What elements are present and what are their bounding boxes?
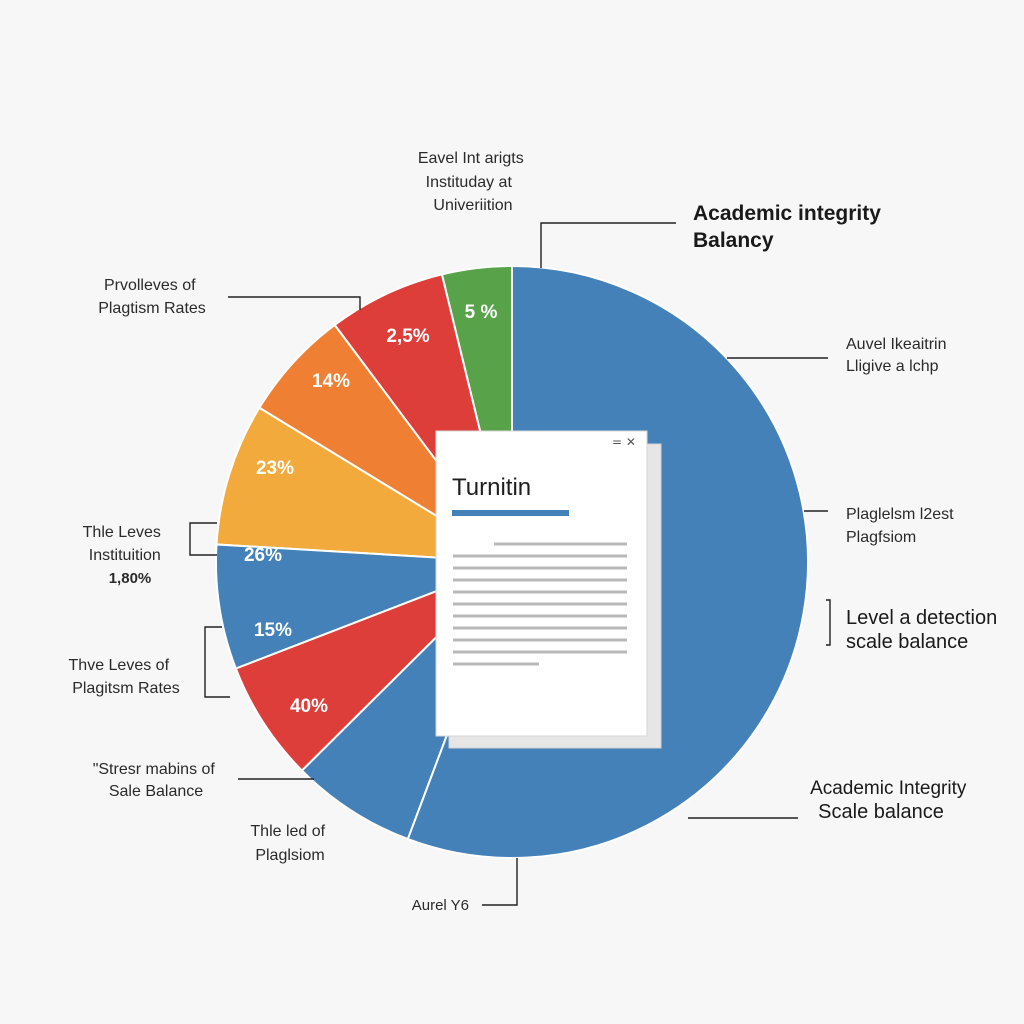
annotation-left-2: Thle Leves Instituition 1,80% xyxy=(83,524,166,587)
annotation-right-4: Academic Integrity Scale balance xyxy=(810,777,972,823)
slice-label: 23% xyxy=(256,458,294,479)
leader-line-left-2 xyxy=(189,522,217,556)
turnitin-document: = ✕ Turnitin xyxy=(435,430,662,749)
document-text-lines xyxy=(453,542,627,666)
annotation-left-4: "Stresr mabins of Sale Balance xyxy=(93,761,220,800)
slice-label: 14% xyxy=(312,371,350,392)
leader-line-title xyxy=(540,222,676,268)
document-title-underline xyxy=(452,510,569,516)
chart-title: Academic integrity Balancy xyxy=(693,202,887,252)
annotation-right-2: Plaglelsm l2est Plagfsiom xyxy=(846,506,958,546)
slice-label: 40% xyxy=(290,696,328,717)
leader-line-right-3 xyxy=(826,599,831,646)
slice-label: 15% xyxy=(254,620,292,641)
leader-line-bottom xyxy=(482,858,518,906)
annotation-left-1: Prvolleves of Plagtism Rates xyxy=(98,277,206,317)
leader-line-left-1 xyxy=(228,296,361,310)
slice-label: 2,5% xyxy=(386,326,429,347)
leader-lines xyxy=(189,222,831,906)
annotation-left-5: Thle led of Plaglsiom xyxy=(250,823,329,864)
document-window-controls[interactable]: = ✕ xyxy=(612,435,636,449)
pie-slice-labels: 5 % 2,5% 14% 23% 26% 15% 40% xyxy=(244,302,497,717)
annotation-top: Eavel Int arigts Instituday at Univeriit… xyxy=(418,150,528,214)
leader-line-left-3 xyxy=(204,626,230,698)
document-front-page xyxy=(435,430,648,737)
annotation-right-1: Auvel Ikeaitrin Lligive a lchp xyxy=(846,336,951,375)
annotation-right-3: Level a detection scale balance xyxy=(846,607,1003,653)
slice-label: 26% xyxy=(244,545,282,566)
slice-label: 5 % xyxy=(465,302,498,323)
document-title: Turnitin xyxy=(452,474,531,501)
annotation-left-3: Thve Leves of Plagitsm Rates xyxy=(69,657,180,697)
annotation-bottom: Aurel Y6 xyxy=(412,897,469,914)
